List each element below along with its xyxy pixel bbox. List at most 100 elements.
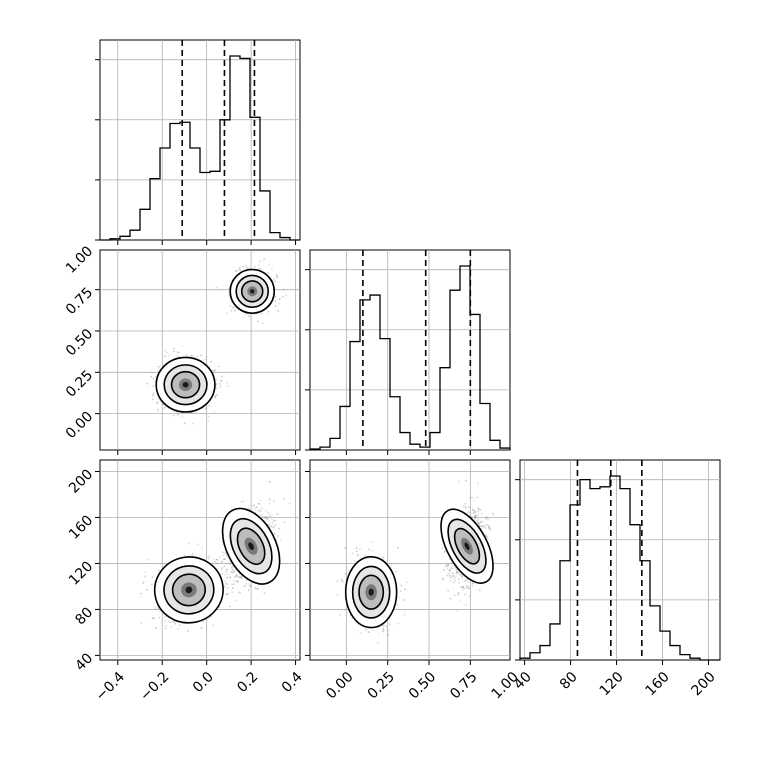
sample-point	[177, 628, 180, 630]
sample-point	[216, 562, 219, 565]
sample-point	[267, 310, 270, 313]
sample-point	[216, 394, 218, 396]
sample-point	[382, 628, 385, 631]
sample-point	[166, 351, 168, 354]
sample-point	[240, 500, 243, 503]
sample-point	[220, 568, 223, 570]
sample-point	[202, 407, 205, 410]
sample-point	[157, 569, 160, 572]
sample-point	[153, 608, 156, 611]
sample-point	[225, 570, 228, 573]
sample-point	[464, 587, 467, 590]
sample-point	[266, 517, 269, 520]
density-level-pair10-m1-4	[250, 289, 255, 294]
sample-point	[232, 571, 235, 574]
sample-point	[273, 519, 275, 522]
sample-point	[353, 560, 356, 562]
sample-point	[253, 313, 256, 316]
sample-point	[151, 617, 154, 620]
sample-point	[157, 408, 159, 411]
sample-point	[186, 354, 189, 357]
sample-point	[377, 632, 380, 635]
sample-point	[275, 524, 278, 526]
sample-point	[176, 412, 179, 415]
sample-point	[274, 280, 277, 283]
sample-point	[200, 627, 203, 630]
sample-point	[444, 550, 446, 553]
sample-point	[220, 379, 223, 382]
sample-point	[152, 385, 155, 387]
sample-point	[254, 507, 257, 510]
sample-point	[171, 621, 174, 623]
sample-point	[260, 514, 263, 517]
sample-point	[270, 515, 273, 517]
sample-point	[258, 260, 261, 263]
sample-point	[176, 351, 179, 354]
sample-point	[484, 533, 487, 536]
sample-point	[382, 624, 385, 627]
sample-point	[205, 407, 207, 410]
sample-point	[274, 305, 277, 307]
sample-point	[395, 570, 397, 573]
sample-point	[230, 571, 232, 573]
sample-point	[205, 355, 208, 358]
sample-point	[462, 586, 464, 589]
sample-point	[467, 581, 470, 583]
sample-point	[486, 524, 488, 526]
sample-point	[213, 558, 216, 560]
sample-point	[268, 498, 271, 501]
sample-point	[458, 581, 460, 584]
sample-point	[356, 624, 359, 626]
sample-point	[215, 379, 218, 381]
sample-point	[274, 300, 277, 302]
sample-point	[265, 515, 267, 518]
sample-point	[235, 270, 238, 273]
histogram-diag2	[519, 475, 720, 661]
sample-point	[194, 411, 197, 414]
sample-point	[464, 580, 467, 582]
sample-point	[232, 570, 235, 573]
sample-point	[482, 525, 485, 528]
sample-point	[173, 414, 176, 417]
sample-point	[235, 599, 237, 602]
sample-point	[402, 599, 405, 601]
sample-point	[357, 554, 359, 557]
sample-point	[382, 556, 384, 559]
sample-point	[282, 296, 284, 298]
sample-point	[234, 568, 237, 571]
sample-point	[146, 558, 149, 561]
sample-point	[151, 583, 153, 586]
sample-point	[284, 294, 287, 297]
sample-point	[448, 569, 451, 572]
sample-point	[462, 505, 465, 507]
sample-point	[153, 617, 156, 620]
sample-point	[201, 546, 204, 549]
sample-point	[173, 410, 176, 413]
sample-point	[389, 623, 391, 626]
sample-point	[228, 605, 231, 608]
sample-point	[344, 547, 346, 550]
sample-point	[181, 413, 184, 416]
sample-point	[235, 574, 238, 577]
sample-point	[365, 628, 368, 631]
sample-point	[403, 588, 406, 591]
sample-point	[229, 305, 232, 307]
sample-point	[268, 480, 271, 483]
sample-point	[221, 551, 224, 554]
sample-point	[202, 620, 205, 623]
sample-point	[232, 583, 235, 586]
sample-point	[474, 514, 477, 517]
sample-point	[238, 575, 240, 578]
sample-point	[385, 625, 387, 628]
sample-point	[272, 526, 275, 529]
sample-point	[157, 401, 159, 403]
sample-point	[220, 379, 223, 382]
sample-point	[257, 320, 259, 323]
sample-point	[275, 274, 278, 276]
sample-point	[230, 309, 233, 312]
sample-point	[209, 365, 212, 368]
sample-point	[208, 557, 211, 560]
sample-point	[351, 552, 354, 555]
sample-point	[359, 631, 362, 634]
sample-point	[226, 568, 229, 571]
